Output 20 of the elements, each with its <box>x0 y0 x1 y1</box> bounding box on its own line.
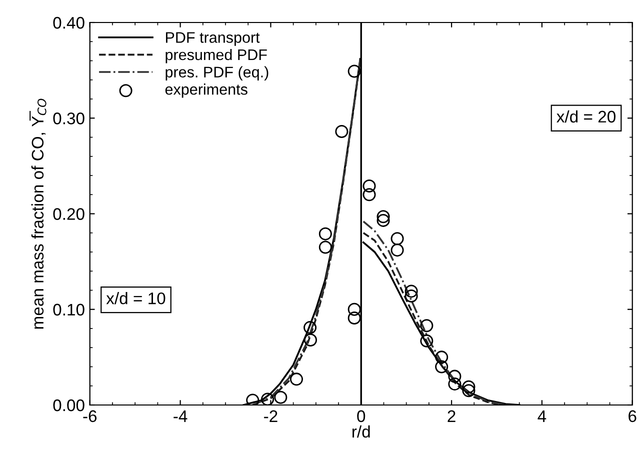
y-tick-label: 0.20 <box>53 208 84 220</box>
y-tick-label: 0.00 <box>53 399 84 412</box>
y-tick-label: 0.10 <box>53 304 84 316</box>
x-tick-label: 6 <box>628 410 636 422</box>
x-tick-label: 4 <box>538 410 546 422</box>
x-tick-label: -2 <box>264 410 278 422</box>
x-tick-label: -6 <box>83 410 97 422</box>
x-axis-title: r/d <box>352 425 370 438</box>
legend-label: PDF transport <box>166 32 260 46</box>
legend-label: experiments <box>165 84 248 98</box>
annotation: x/d = 20 <box>556 110 616 123</box>
x-tick-label: 2 <box>448 410 456 422</box>
legend-label: pres. PDF (eq.) <box>166 66 268 81</box>
annotation: x/d = 10 <box>106 292 166 304</box>
x-tick-label: -4 <box>174 410 188 422</box>
y-tick-label: 0.40 <box>53 16 84 29</box>
y-tick-label: 0.30 <box>53 112 84 124</box>
x-tick-label: 0 <box>357 410 366 422</box>
y-axis-title: mean mass fraction of CO, Y̅$_{CO}$ <box>30 98 46 329</box>
legend-label: presumed PDF <box>166 48 267 64</box>
